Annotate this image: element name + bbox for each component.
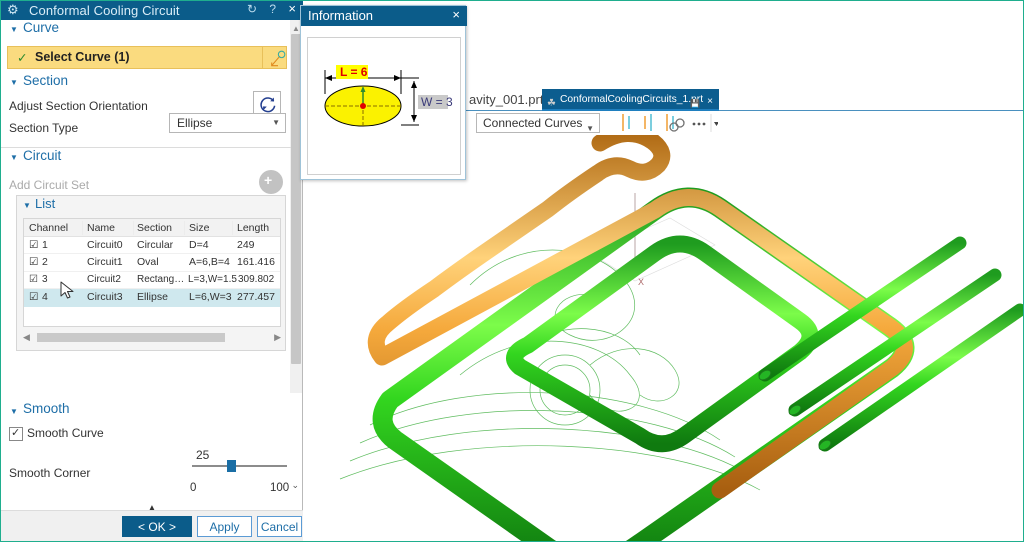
svg-text:X: X <box>638 277 644 287</box>
svg-text:L = 6: L = 6 <box>340 65 368 79</box>
svg-text:W = 3: W = 3 <box>421 95 453 109</box>
